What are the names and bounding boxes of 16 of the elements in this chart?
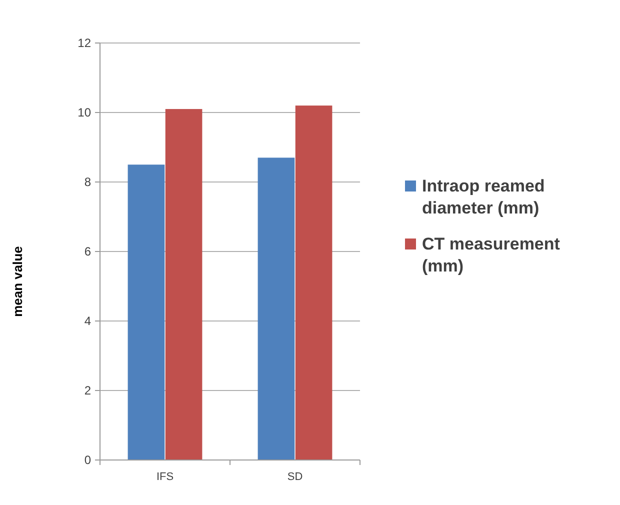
y-tick-label: 12 bbox=[78, 36, 92, 50]
bar bbox=[258, 158, 295, 460]
x-tick-label: IFS bbox=[156, 471, 174, 483]
y-tick-label: 6 bbox=[84, 244, 92, 259]
y-tick-label: 2 bbox=[84, 384, 92, 398]
y-axis-title: mean value bbox=[10, 246, 25, 317]
bar bbox=[165, 109, 202, 460]
legend-label: CT measurement (mm) bbox=[422, 234, 560, 276]
x-tick-label: SD bbox=[287, 471, 303, 483]
y-tick-label: 10 bbox=[78, 106, 92, 120]
y-tick-label: 8 bbox=[84, 175, 92, 190]
y-tick-label: 4 bbox=[84, 314, 92, 328]
bar bbox=[128, 164, 165, 460]
y-tick-label: 0 bbox=[84, 453, 92, 468]
legend-label: Intraop reamed diameter (mm) bbox=[422, 176, 545, 218]
bar bbox=[295, 106, 332, 460]
